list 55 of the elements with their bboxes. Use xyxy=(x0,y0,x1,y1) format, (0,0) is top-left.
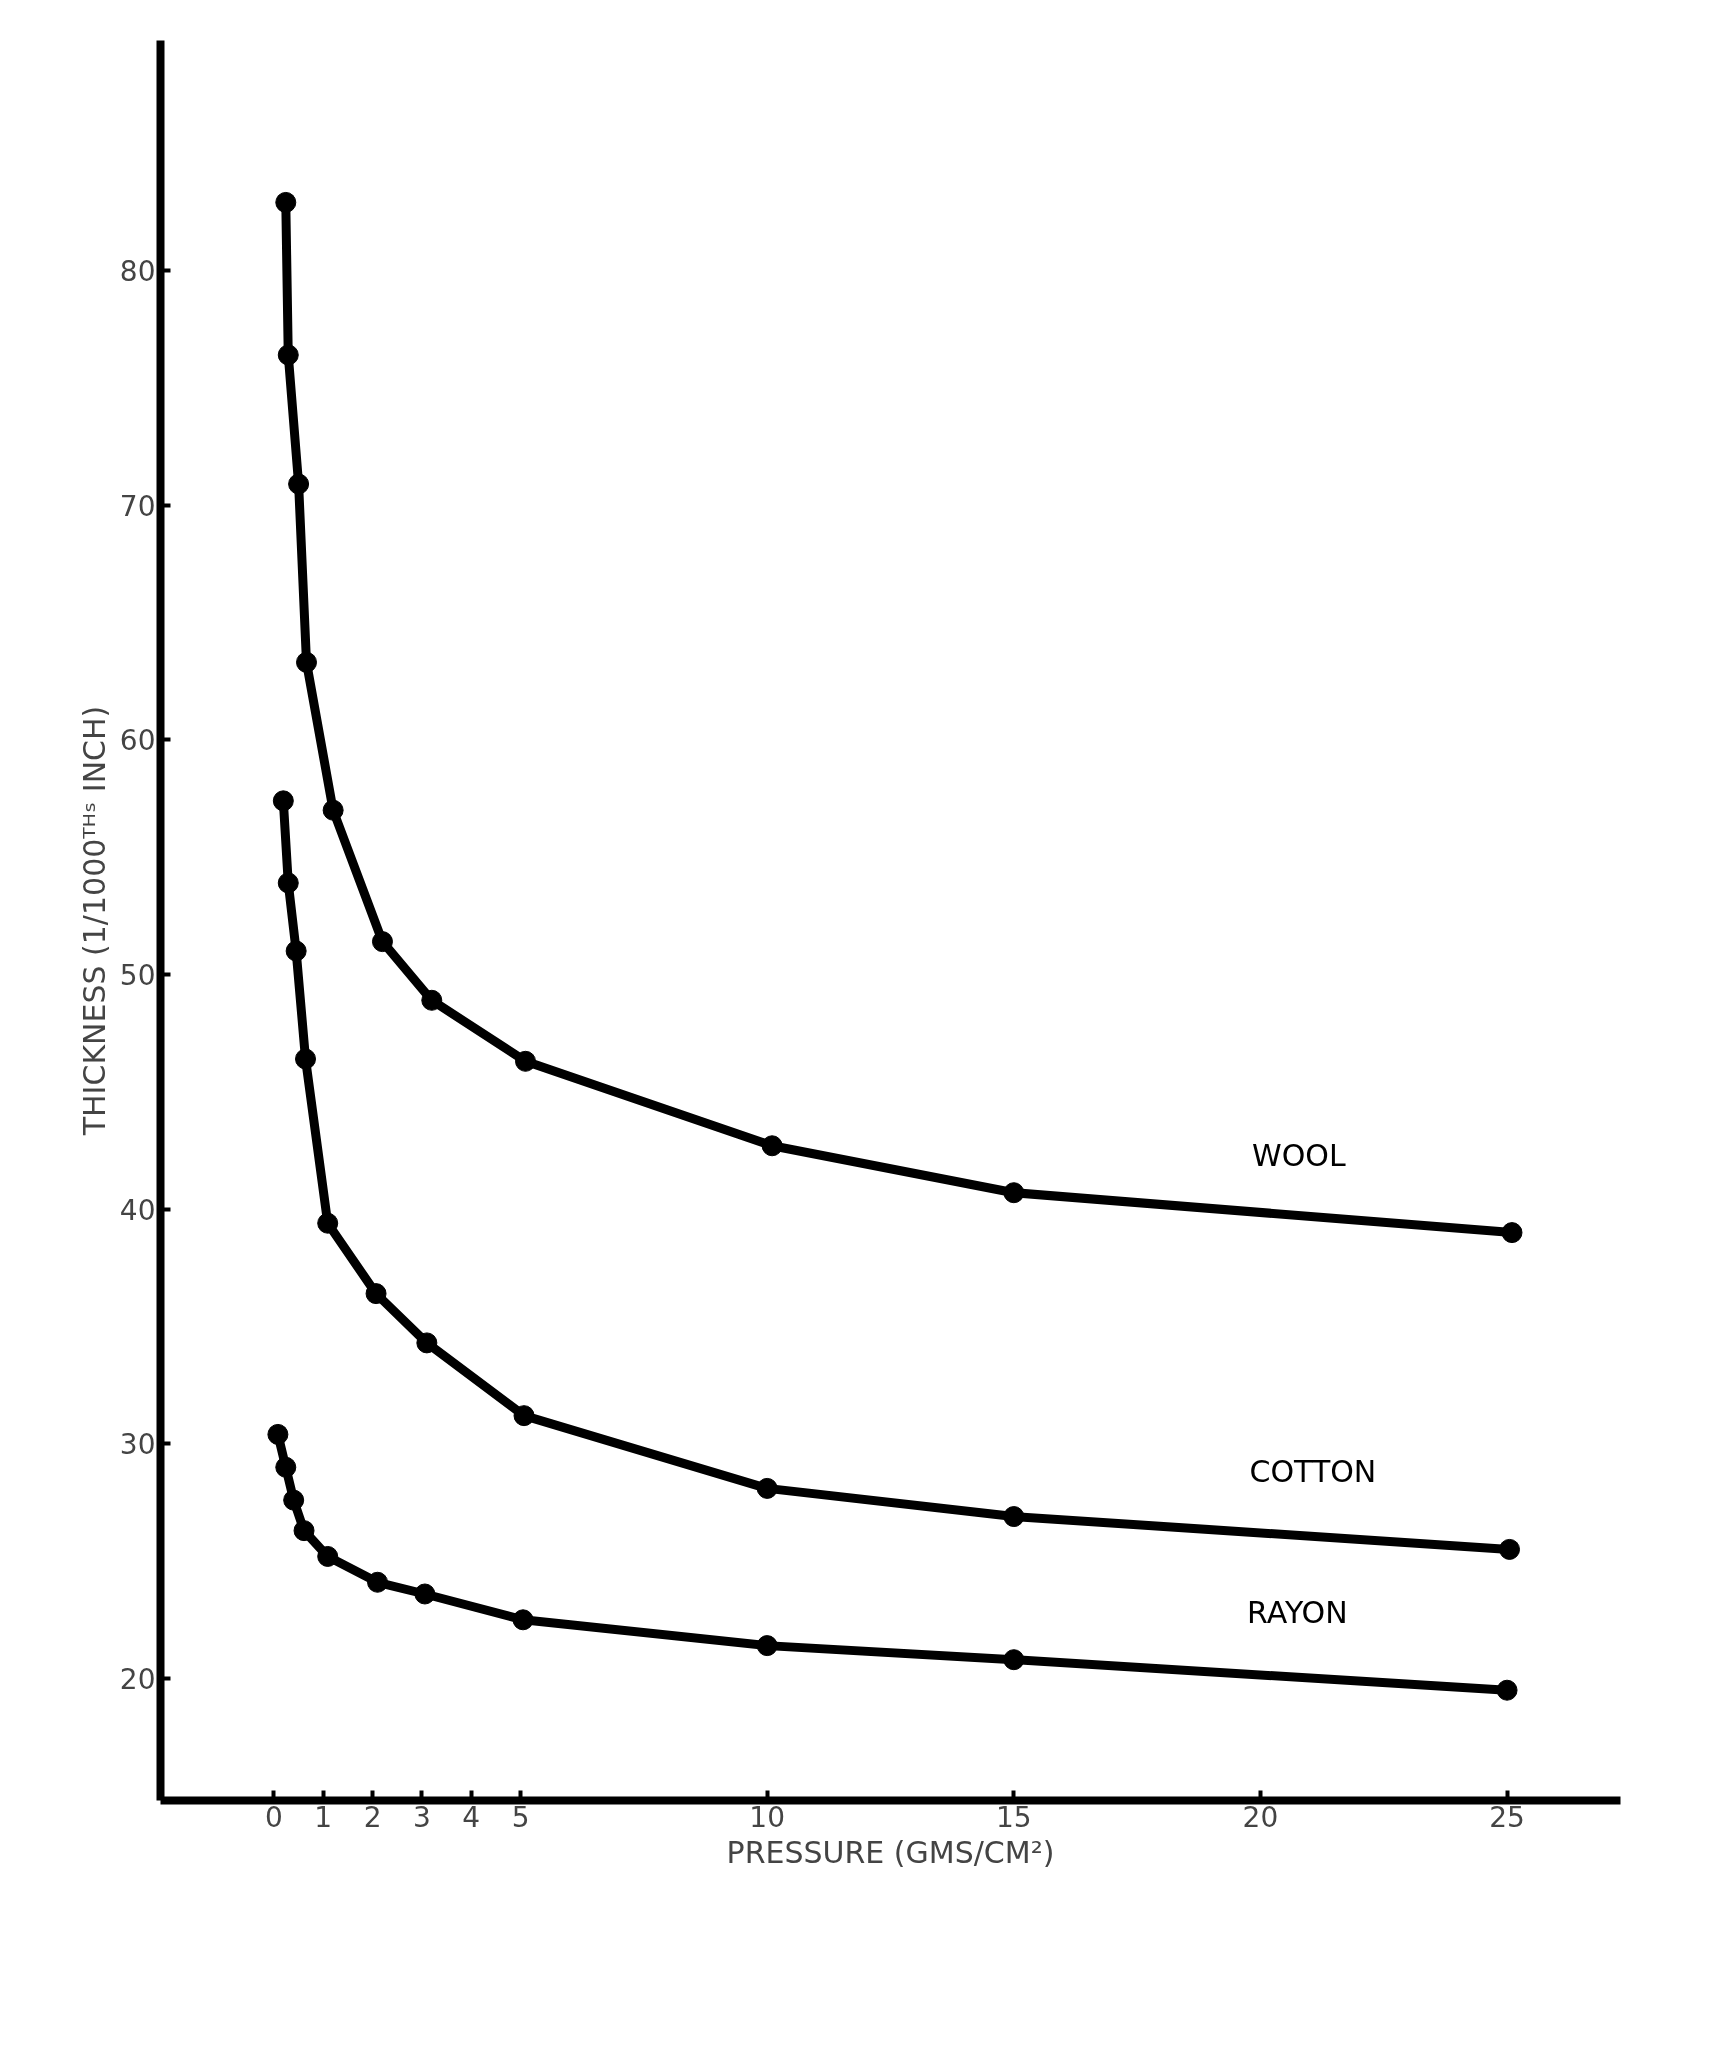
series-label: WOOL xyxy=(1251,1137,1346,1173)
series-label: COTTON xyxy=(1249,1454,1377,1490)
point xyxy=(365,1283,387,1305)
x-tick-label: 20 xyxy=(1242,1800,1279,1834)
point xyxy=(275,191,297,213)
point xyxy=(267,1423,289,1445)
point xyxy=(414,1583,436,1605)
point xyxy=(1003,1182,1025,1204)
x-tick-label: 3 xyxy=(413,1800,431,1834)
x-tick-label: 15 xyxy=(996,1800,1032,1834)
point xyxy=(1499,1538,1521,1560)
point xyxy=(317,1212,339,1234)
point xyxy=(293,1520,315,1542)
y-tick-label: 60 xyxy=(119,724,156,758)
point xyxy=(756,1635,778,1657)
x-tick-label: 10 xyxy=(749,1800,786,1834)
point xyxy=(272,790,294,812)
point xyxy=(416,1332,438,1354)
point xyxy=(761,1135,783,1157)
point xyxy=(277,872,299,894)
point xyxy=(296,651,317,673)
point xyxy=(421,989,443,1011)
point xyxy=(515,1050,536,1072)
x-tick-label: 2 xyxy=(363,1800,382,1834)
x-tick-label: 1 xyxy=(314,1800,333,1834)
point xyxy=(512,1609,534,1631)
point xyxy=(277,344,299,366)
point xyxy=(295,1048,317,1070)
y-tick-label: 80 xyxy=(119,254,156,288)
point xyxy=(317,1545,339,1567)
point xyxy=(371,931,393,953)
point xyxy=(1003,1649,1025,1671)
y-tick-label: 40 xyxy=(119,1193,156,1227)
point xyxy=(1496,1679,1518,1701)
x-axis-title: PRESSURE (GMS/CM²) xyxy=(726,1834,1055,1870)
point xyxy=(1003,1506,1025,1528)
y-tick-label: 30 xyxy=(119,1428,156,1462)
point xyxy=(288,473,310,495)
y-tick-label: 70 xyxy=(119,489,156,523)
y-tick-label: 50 xyxy=(119,958,156,992)
point xyxy=(756,1477,778,1499)
series-label: RAYON xyxy=(1247,1595,1348,1631)
y-tick-label: 20 xyxy=(119,1662,156,1696)
x-tick-label: 25 xyxy=(1489,1800,1525,1834)
point xyxy=(513,1405,535,1427)
point xyxy=(283,1489,305,1511)
x-tick-label: 0 xyxy=(265,1800,283,1834)
y-axis-title: THICKNESS (1/1000ᵀᴴˢ INCH) xyxy=(76,705,112,1137)
point xyxy=(322,799,344,821)
point xyxy=(285,940,307,962)
point xyxy=(275,1456,297,1478)
point xyxy=(367,1571,389,1593)
point xyxy=(1501,1222,1523,1244)
x-tick-label: 5 xyxy=(511,1800,530,1834)
x-tick-label: 4 xyxy=(462,1800,481,1834)
